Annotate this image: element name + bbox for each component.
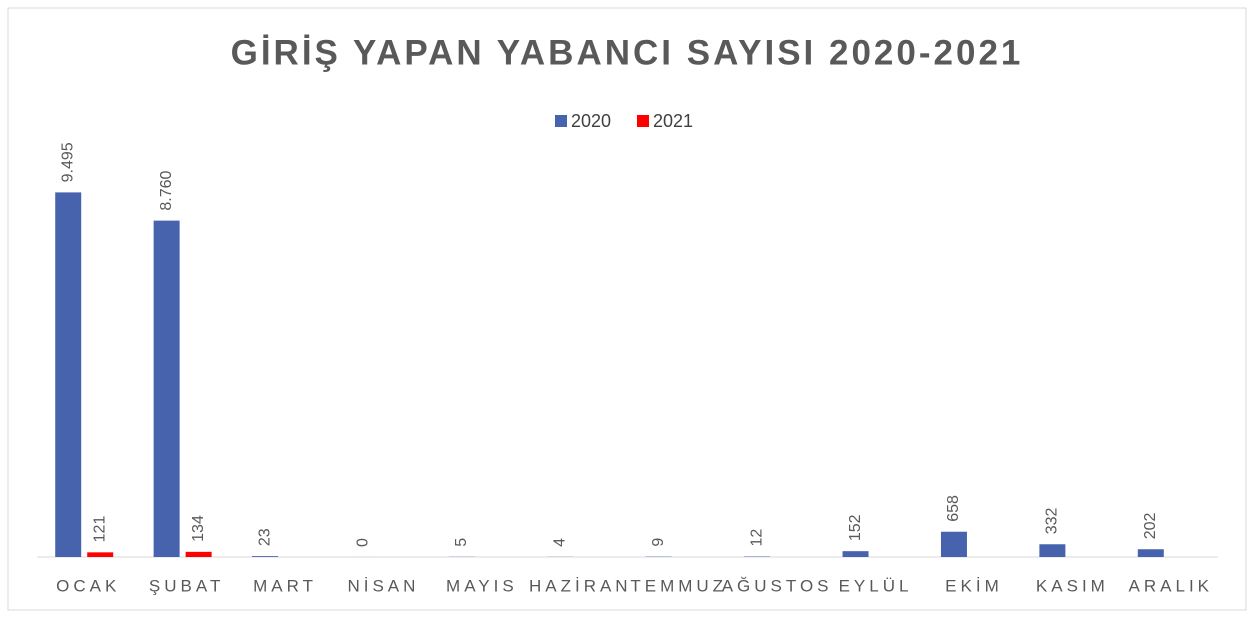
value-label: 658 (945, 495, 962, 522)
legend-label: 2021 (653, 111, 693, 131)
value-label: 121 (91, 516, 108, 543)
x-tick-label: HAZİRAN (529, 576, 632, 595)
value-label: 12 (748, 529, 765, 547)
x-tick-label: ARALIK (1129, 576, 1213, 595)
value-label: 152 (847, 514, 864, 541)
x-tick-label: EYLÜL (839, 576, 913, 595)
x-tick-label: NİSAN (347, 576, 419, 595)
value-label: 4 (552, 538, 569, 547)
x-tick-label: OCAK (56, 576, 120, 595)
legend-label: 2020 (571, 111, 611, 131)
x-tick-label: ŞUBAT (149, 576, 224, 595)
bar (55, 192, 81, 557)
bar (252, 556, 278, 557)
bar (1138, 549, 1164, 557)
value-label: 332 (1044, 507, 1061, 534)
value-label: 23 (256, 528, 273, 546)
value-label: 9.495 (59, 142, 76, 182)
value-label: 9 (650, 538, 667, 547)
x-tick-label: TEMMUZ (630, 576, 727, 595)
chart-title: GİRİŞ YAPAN YABANCI SAYISI 2020-2021 (231, 33, 1024, 72)
value-label: 202 (1142, 512, 1159, 539)
bar (941, 532, 967, 557)
legend-swatch (637, 115, 649, 127)
value-label: 5 (453, 538, 470, 547)
x-tick-label: KASIM (1036, 576, 1109, 595)
x-tick-label: EKİM (945, 576, 1003, 595)
x-tick-label: MAYIS (446, 576, 518, 595)
x-tick-label: MART (253, 576, 317, 595)
bar (154, 221, 180, 557)
bar (843, 551, 869, 557)
value-label: 0 (355, 538, 372, 547)
x-tick-label: AĞUSTOS (722, 576, 833, 595)
value-label: 134 (190, 515, 207, 542)
bar (186, 552, 212, 557)
bar (1039, 544, 1065, 557)
value-label: 8.760 (158, 170, 175, 210)
bar (87, 552, 113, 557)
legend-swatch (555, 115, 567, 127)
